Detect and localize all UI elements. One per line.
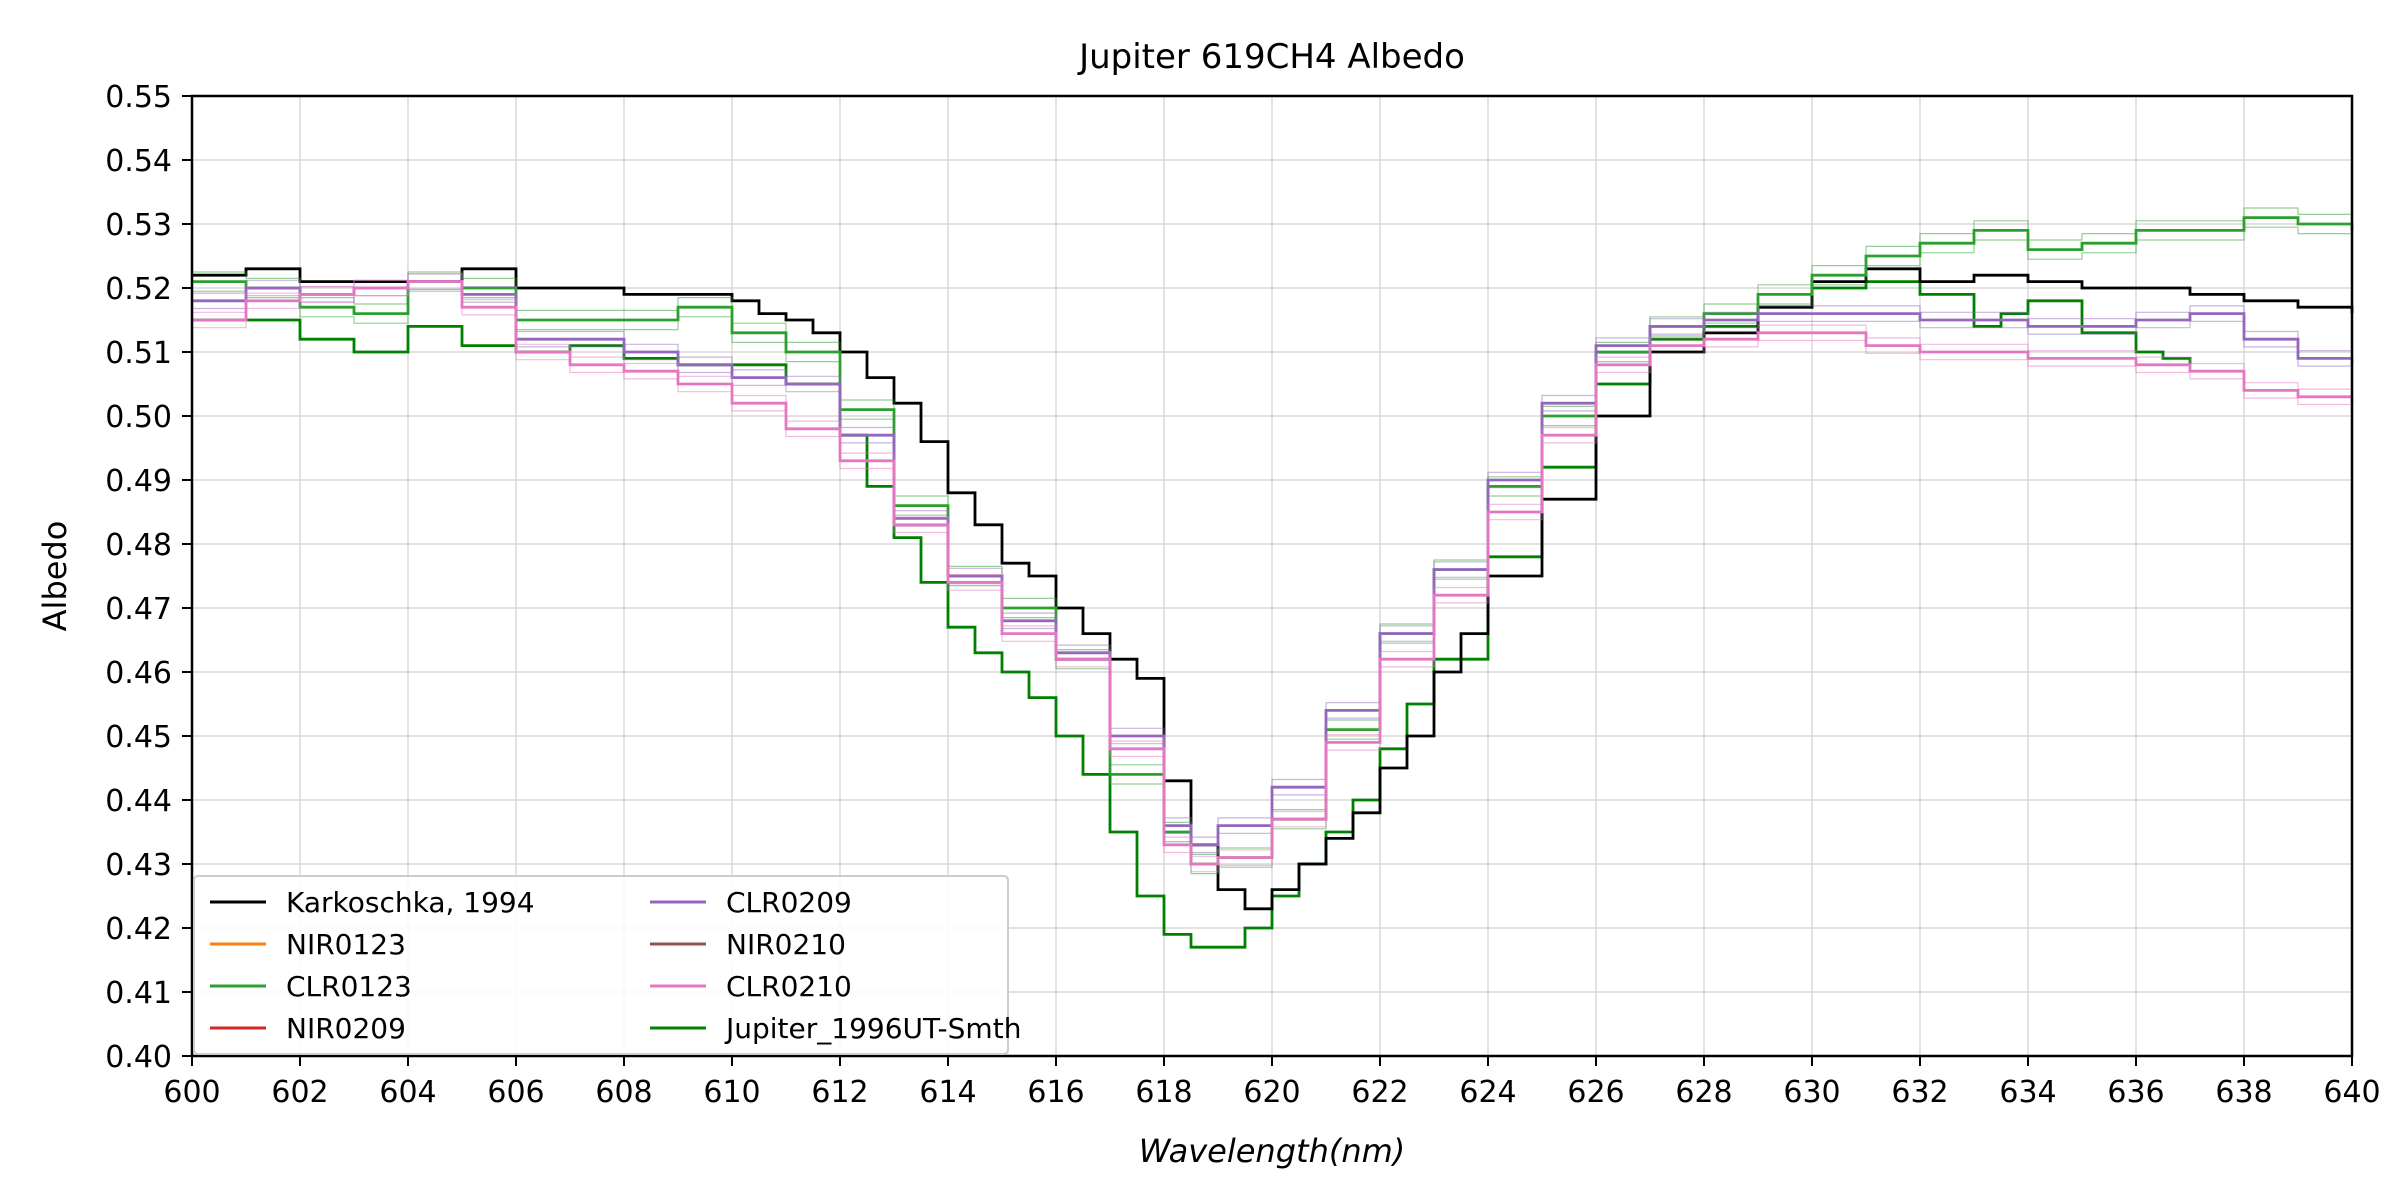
x-tick-label: 632	[1891, 1075, 1948, 1110]
x-tick-label: 640	[2323, 1075, 2380, 1110]
x-tick-label: 612	[811, 1075, 868, 1110]
series-group	[192, 207, 2354, 949]
x-tick-label: 614	[919, 1075, 976, 1110]
y-tick-label: 0.52	[105, 272, 172, 307]
series-clr0210-line	[192, 280, 2354, 866]
y-tick-label: 0.49	[105, 464, 172, 499]
x-tick-label: 626	[1567, 1075, 1624, 1110]
x-axis-label: Wavelength(nm)	[1139, 1132, 1406, 1170]
legend-box	[193, 875, 1009, 1055]
chart-title: Jupiter 619CH4 Albedo	[1077, 37, 1465, 77]
y-tick-label: 0.44	[105, 784, 172, 819]
x-tick-label: 634	[1999, 1075, 2056, 1110]
legend-label: NIR0209	[286, 1012, 406, 1045]
y-tick-label: 0.43	[105, 848, 172, 883]
x-tick-label: 616	[1027, 1075, 1084, 1110]
x-axis: 600 602 604 606 608 610 612 614 616 618 620 622 624 6…	[163, 1056, 2381, 1110]
y-tick-label: 0.50	[105, 400, 172, 435]
y-tick-label: 0.54	[105, 144, 172, 179]
y-tick-label: 0.53	[105, 208, 172, 243]
x-tick-label: 636	[2107, 1075, 2164, 1110]
x-tick-label: 606	[487, 1075, 544, 1110]
legend-label: CLR0209	[726, 886, 852, 919]
x-tick-label: 630	[1783, 1075, 1840, 1110]
x-tick-label: 618	[1135, 1075, 1192, 1110]
legend: Karkoschka, 1994 NIR0123 CLR0123 NIR0209 CLR…	[193, 875, 1021, 1055]
series-clr0209-line	[192, 280, 2354, 847]
legend-label: CLR0210	[726, 970, 852, 1003]
series-clr0210-envelope	[192, 273, 2353, 857]
x-tick-label: 602	[271, 1075, 328, 1110]
y-tick-label: 0.40	[105, 1040, 172, 1075]
legend-label: Jupiter_1996UT-Smth	[724, 1012, 1021, 1045]
legend-label: NIR0123	[286, 928, 406, 961]
x-tick-label: 608	[595, 1075, 652, 1110]
x-tick-label: 610	[703, 1075, 760, 1110]
legend-label: CLR0123	[286, 970, 412, 1003]
x-tick-label: 638	[2215, 1075, 2272, 1110]
y-tick-label: 0.51	[105, 336, 172, 371]
y-tick-label: 0.46	[105, 656, 172, 691]
y-tick-label: 0.48	[105, 528, 172, 563]
x-tick-label: 620	[1243, 1075, 1300, 1110]
x-tick-label: 622	[1351, 1075, 1408, 1110]
y-tick-label: 0.47	[105, 592, 172, 627]
y-axis-label: Albedo	[36, 521, 74, 632]
y-tick-label: 0.41	[105, 976, 172, 1011]
y-tick-label: 0.42	[105, 912, 172, 947]
x-tick-label: 628	[1675, 1075, 1732, 1110]
y-tick-label: 0.45	[105, 720, 172, 755]
y-axis: 0.40 0.41 0.42 0.43 0.44 0.45 0.46 0.47 0.48 0.49…	[105, 80, 192, 1075]
legend-label: Karkoschka, 1994	[286, 886, 535, 919]
y-tick-label: 0.55	[105, 80, 172, 115]
legend-label: NIR0210	[726, 928, 846, 961]
x-tick-label: 600	[163, 1075, 220, 1110]
x-tick-label: 604	[379, 1075, 436, 1110]
x-tick-label: 624	[1459, 1075, 1516, 1110]
